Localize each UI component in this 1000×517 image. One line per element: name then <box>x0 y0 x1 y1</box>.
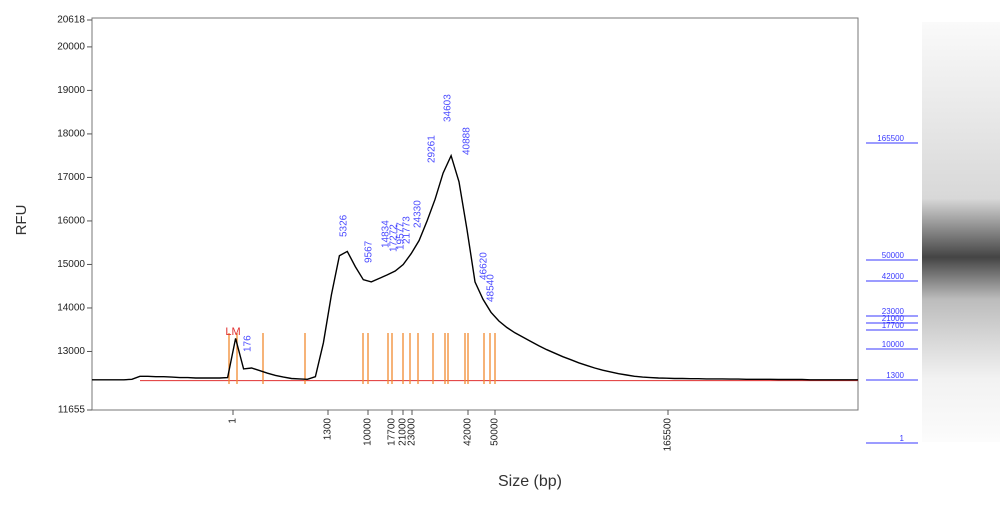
x-tick-label: 21000 <box>398 418 409 446</box>
x-tick-label: 23000 <box>407 418 418 446</box>
y-tick-label: 15000 <box>57 259 85 270</box>
peak-label: 176 <box>243 335 254 352</box>
gel-lane <box>922 22 1000 442</box>
peak-label: 5326 <box>339 214 350 237</box>
ladder-label: 50000 <box>882 251 905 260</box>
x-tick-label: 165500 <box>663 418 674 452</box>
ladder-label: 1 <box>900 434 905 443</box>
peak-label: 17272 <box>389 224 400 252</box>
ladder-label: 23000 <box>882 307 905 316</box>
y-tick-label: 11655 <box>58 405 86 416</box>
peak-label: 9567 <box>364 240 375 263</box>
trace <box>92 153 858 381</box>
x-tick-label: 1300 <box>323 418 334 441</box>
y-tick-label: 18000 <box>57 129 85 140</box>
peak-label: 24330 <box>413 200 424 228</box>
x-tick-label: 50000 <box>490 418 501 446</box>
peak-label: 19577 <box>396 222 407 250</box>
y-tick-label: 16000 <box>57 216 85 227</box>
ladder-label: 1300 <box>886 371 904 380</box>
peak-label: 29261 <box>427 135 438 163</box>
peak-label: 46620 <box>479 252 490 280</box>
y-tick-label: 13000 <box>57 346 85 357</box>
y-axis-label: RFU <box>13 205 30 236</box>
y-tick-label: 20618 <box>57 15 85 26</box>
plot-frame <box>91 17 859 411</box>
ladder-label: 17700 <box>882 321 905 330</box>
peak-label: 34603 <box>443 94 454 122</box>
peak-label: 48540 <box>486 274 497 302</box>
x-tick-label: 10000 <box>363 418 374 446</box>
peak-label: 14834 <box>381 220 392 248</box>
ladder-label: 42000 <box>882 272 905 281</box>
y-tick-label: 19000 <box>57 85 85 96</box>
ladder-label: 165500 <box>877 134 904 143</box>
ladder-label: 21000 <box>882 314 905 323</box>
peak-label: LM <box>225 326 240 338</box>
y-tick-label: 14000 <box>57 303 85 314</box>
x-axis-label: Size (bp) <box>498 473 562 490</box>
ladder-label: 10000 <box>882 340 905 349</box>
x-tick-label: 1 <box>228 418 239 424</box>
x-tick-label: 17700 <box>387 418 398 446</box>
x-tick-label: 42000 <box>463 418 474 446</box>
y-tick-label: 20000 <box>57 42 85 53</box>
y-tick-label: 17000 <box>57 172 85 183</box>
peak-label: 21773 <box>402 216 413 244</box>
peak-label: 40888 <box>462 127 473 155</box>
